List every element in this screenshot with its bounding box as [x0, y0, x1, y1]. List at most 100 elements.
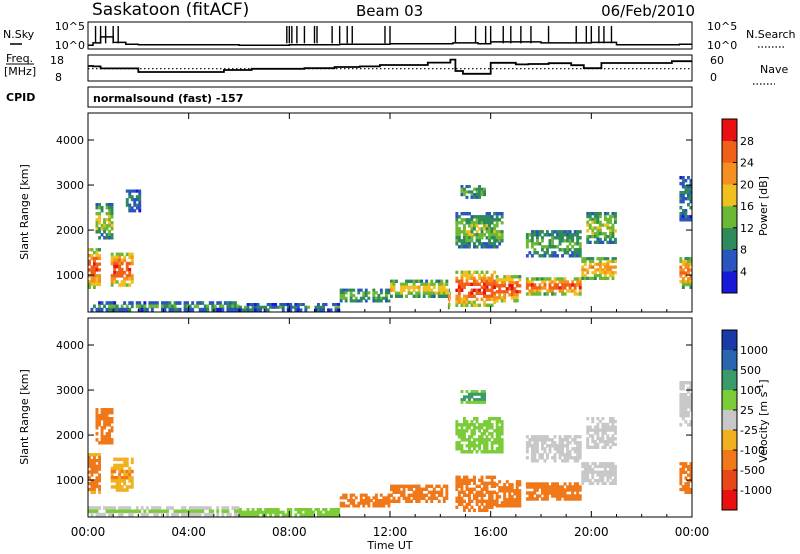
velocity-cell [473, 496, 476, 500]
power-cell [576, 254, 580, 258]
velocity-colorbar-swatch [722, 490, 737, 511]
power-cell [598, 262, 602, 266]
velocity-cell [176, 509, 179, 514]
power-cell [601, 257, 605, 261]
velocity-cell [573, 488, 577, 492]
velocity-cell [473, 478, 476, 482]
power-cell [485, 218, 489, 222]
velocity-cell [500, 426, 504, 430]
velocity-cell [601, 431, 605, 435]
velocity-cell [563, 456, 567, 460]
power-cell [100, 224, 104, 228]
velocity-cell [420, 487, 424, 491]
velocity-cell [128, 476, 132, 480]
velocity-cell [498, 447, 502, 451]
power-cell [425, 285, 429, 289]
power-cell [603, 276, 607, 280]
velocity-cell [463, 435, 466, 439]
velocity-cell [221, 512, 225, 517]
power-cell [93, 268, 96, 272]
power-cell [271, 303, 275, 307]
power-cell [614, 217, 617, 222]
power-cell [606, 268, 610, 272]
power-cell [561, 280, 564, 284]
velocity-colorbar-swatch [722, 330, 737, 351]
velocity-cell [125, 463, 129, 468]
velocity-cell [312, 510, 315, 514]
velocity-cell [601, 428, 605, 432]
power-cell [571, 251, 575, 255]
velocity-cell [118, 476, 122, 480]
velocity-cell [598, 428, 602, 432]
velocity-cell [473, 426, 476, 430]
power-cell [362, 291, 366, 295]
power-cell [138, 304, 142, 309]
velocity-cell [93, 484, 96, 489]
velocity-cell [276, 510, 280, 514]
velocity-cell [566, 453, 570, 457]
power-ytick-label: 3000 [56, 179, 84, 192]
velocity-cell [457, 481, 461, 485]
power-cell [427, 285, 431, 289]
velocity-cell [110, 441, 114, 445]
velocity-cell [541, 453, 544, 457]
velocity-cell [90, 453, 94, 457]
power-cell [578, 277, 582, 281]
power-cell [687, 257, 690, 261]
velocity-cell [518, 501, 522, 505]
power-cell [445, 294, 449, 298]
velocity-cell [98, 479, 101, 483]
velocity-cell [490, 441, 494, 445]
power-cell [186, 307, 189, 312]
velocity-cell [490, 499, 494, 503]
velocity-cell [606, 428, 610, 432]
velocity-cell [611, 419, 615, 424]
velocity-cell [110, 417, 114, 421]
velocity-cell [455, 499, 459, 503]
velocity-cell [480, 426, 484, 430]
power-cell [596, 268, 600, 272]
power-cell [525, 239, 529, 243]
velocity-cell [115, 466, 119, 471]
power-cell [480, 230, 484, 234]
power-cell [457, 279, 461, 283]
power-cell [485, 279, 489, 283]
velocity-cell [687, 479, 690, 483]
power-cell [468, 212, 471, 216]
power-cell [261, 305, 265, 309]
power-cell [679, 218, 683, 222]
velocity-cell [128, 485, 132, 489]
velocity-cell [286, 508, 290, 512]
power-cell [133, 200, 137, 204]
velocity-cell [387, 501, 391, 505]
power-cell [480, 190, 484, 194]
velocity-cell [563, 459, 567, 463]
velocity-cell [203, 512, 207, 517]
power-cell [553, 280, 557, 284]
velocity-cell [614, 481, 617, 485]
velocity-cell [611, 440, 615, 444]
velocity-cell [251, 510, 255, 514]
velocity-cell [483, 423, 486, 427]
velocity-cell [606, 464, 610, 469]
velocity-cell [563, 491, 567, 495]
power-cell [679, 274, 683, 278]
velocity-cell [100, 411, 104, 415]
velocity-cell [538, 435, 542, 439]
power-cell [498, 290, 502, 294]
velocity-cell [596, 473, 600, 477]
velocity-cell [372, 501, 376, 505]
velocity-cell [503, 492, 507, 496]
velocity-cell [234, 512, 237, 517]
velocity-cell [493, 417, 497, 421]
power-cell [480, 236, 484, 240]
power-cell [548, 245, 552, 249]
power-cell [130, 189, 134, 193]
velocity-cell [478, 505, 481, 509]
power-cell [400, 294, 403, 298]
velocity-cell [541, 491, 544, 495]
velocity-cell [470, 505, 474, 509]
power-cell [558, 239, 562, 243]
velocity-cell [609, 473, 612, 477]
noise-plot [88, 26, 692, 46]
